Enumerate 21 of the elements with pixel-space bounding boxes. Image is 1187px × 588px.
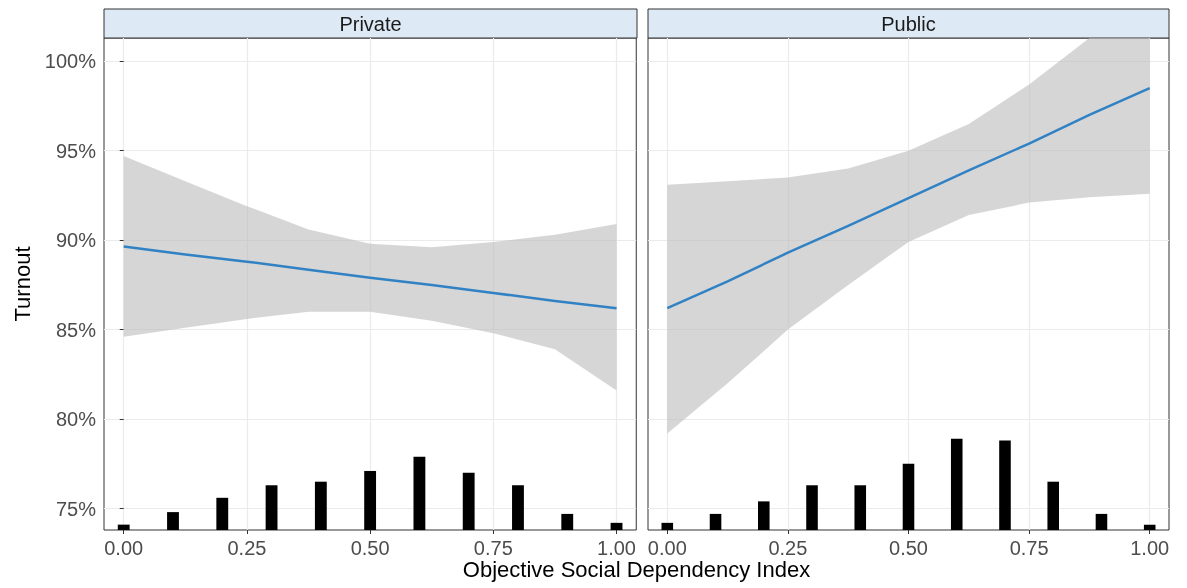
- y-tick-label: 85%: [55, 318, 97, 341]
- y-axis-title: Turnout: [9, 246, 35, 322]
- x-tick-label: 0.50: [350, 537, 390, 559]
- x-tick-label: 0.75: [473, 537, 513, 559]
- x-tick-label: 0.00: [647, 537, 687, 559]
- line-series: [122, 245, 618, 310]
- chart-title: Public: [881, 13, 936, 35]
- y-tick-label: 75%: [55, 497, 97, 520]
- y-tick-label: 95%: [55, 139, 97, 162]
- y-tick-label: 100%: [44, 50, 97, 73]
- y-tick-label: 90%: [55, 229, 97, 252]
- x-tick-label: 1.00: [597, 537, 637, 559]
- chart-title: Private: [339, 13, 402, 35]
- x-tick-label: 1.00: [1130, 537, 1170, 559]
- x-tick-label: 0.50: [889, 537, 928, 559]
- y-tick-label: 80%: [55, 408, 97, 431]
- x-axis-title: Objective Social Dependency Index: [462, 557, 811, 582]
- x-tick-label: 0.25: [227, 537, 267, 559]
- x-tick-label: 0.00: [104, 537, 144, 559]
- x-tick-label: 0.25: [768, 537, 808, 559]
- x-tick-label: 0.75: [1009, 537, 1049, 559]
